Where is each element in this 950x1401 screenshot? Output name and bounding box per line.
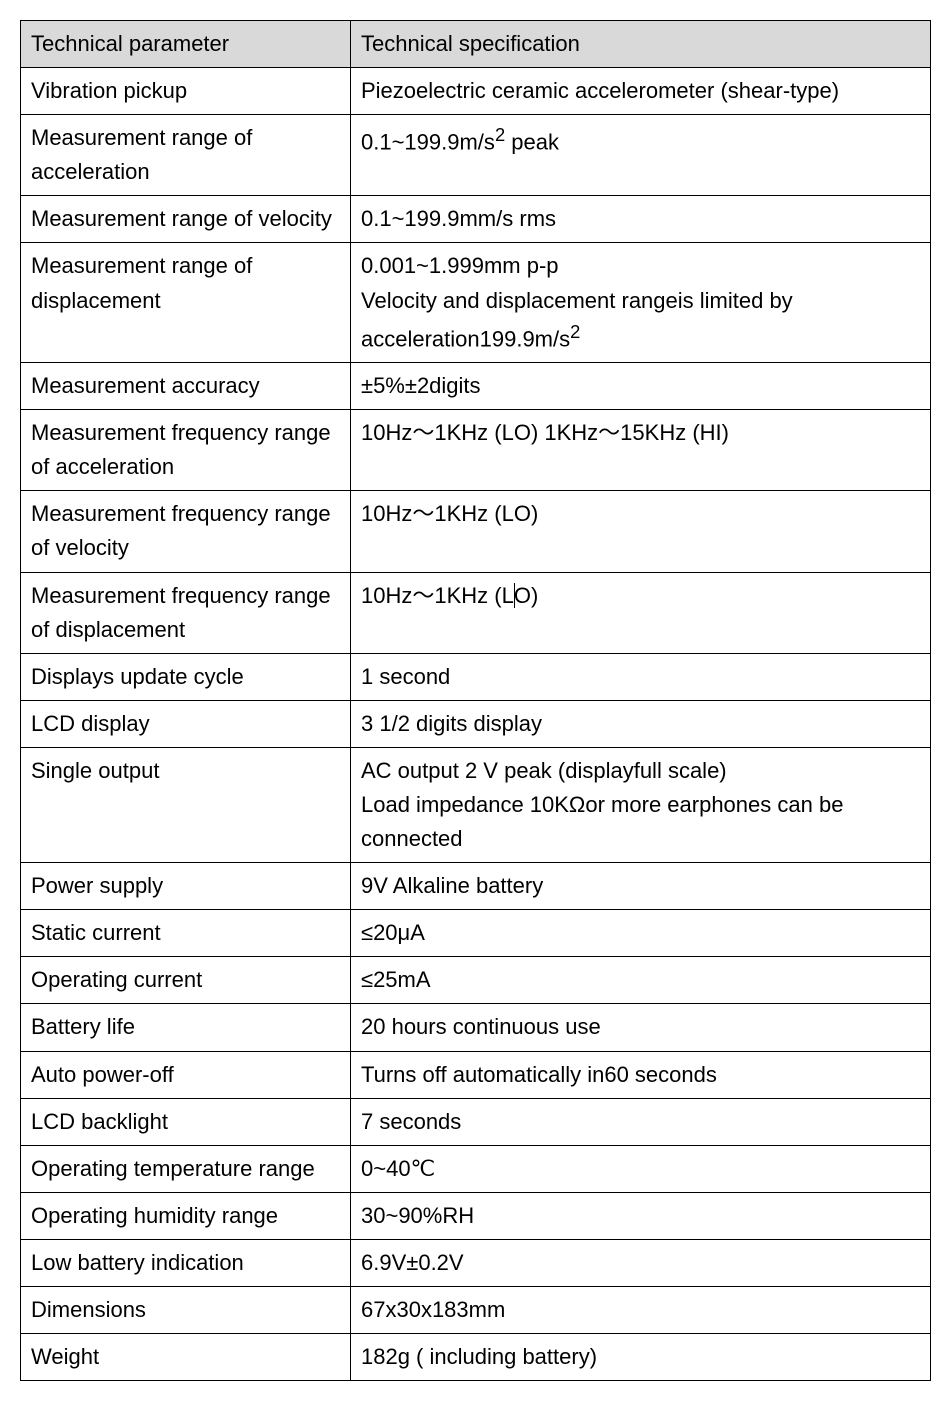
table-row: Measurement range of displacement0.001~1… bbox=[21, 243, 931, 363]
cell-parameter: LCD backlight bbox=[21, 1098, 351, 1145]
table-row: Vibration pickupPiezoelectric ceramic ac… bbox=[21, 68, 931, 115]
table-row: Weight182g ( including battery) bbox=[21, 1334, 931, 1381]
table-row: Measurement range of velocity0.1~199.9mm… bbox=[21, 196, 931, 243]
cell-parameter: Vibration pickup bbox=[21, 68, 351, 115]
table-row: Auto power-offTurns off automatically in… bbox=[21, 1051, 931, 1098]
cell-specification: 9V Alkaline battery bbox=[351, 863, 931, 910]
cell-specification: 67x30x183mm bbox=[351, 1287, 931, 1334]
cell-specification: 20 hours continuous use bbox=[351, 1004, 931, 1051]
table-row: Battery life20 hours continuous use bbox=[21, 1004, 931, 1051]
cell-specification: 0.1~199.9mm/s rms bbox=[351, 196, 931, 243]
cell-parameter: Measurement range of velocity bbox=[21, 196, 351, 243]
spec-table: Technical parameter Technical specificat… bbox=[20, 20, 931, 1381]
cell-parameter: Operating humidity range bbox=[21, 1192, 351, 1239]
cell-specification: 1 second bbox=[351, 653, 931, 700]
cell-parameter: Power supply bbox=[21, 863, 351, 910]
cell-parameter: Weight bbox=[21, 1334, 351, 1381]
cell-parameter: Displays update cycle bbox=[21, 653, 351, 700]
table-row: Displays update cycle1 second bbox=[21, 653, 931, 700]
cell-specification: 0.1~199.9m/s2 peak bbox=[351, 115, 931, 196]
cell-specification: 10Hz～1KHz (LO) bbox=[351, 572, 931, 653]
table-row: Measurement frequency range of velocity1… bbox=[21, 491, 931, 572]
cell-parameter: Auto power-off bbox=[21, 1051, 351, 1098]
table-row: Measurement frequency range of displacem… bbox=[21, 572, 931, 653]
cell-parameter: Measurement frequency range of accelerat… bbox=[21, 410, 351, 491]
cell-specification: 10Hz～1KHz (LO) 1KHz～15KHz (HI) bbox=[351, 410, 931, 491]
cell-specification: 0~40℃ bbox=[351, 1145, 931, 1192]
cell-specification: 6.9V±0.2V bbox=[351, 1239, 931, 1286]
cell-specification: ≤20μA bbox=[351, 910, 931, 957]
table-row: Operating temperature range0~40℃ bbox=[21, 1145, 931, 1192]
table-row: Measurement frequency range of accelerat… bbox=[21, 410, 931, 491]
cell-specification: ≤25mA bbox=[351, 957, 931, 1004]
table-row: Static current≤20μA bbox=[21, 910, 931, 957]
cell-parameter: Single output bbox=[21, 747, 351, 862]
table-row: LCD backlight7 seconds bbox=[21, 1098, 931, 1145]
table-row: Operating humidity range30~90%RH bbox=[21, 1192, 931, 1239]
cell-parameter: Measurement range of displacement bbox=[21, 243, 351, 363]
header-parameter: Technical parameter bbox=[21, 21, 351, 68]
cell-parameter: Measurement frequency range of displacem… bbox=[21, 572, 351, 653]
cell-parameter: Static current bbox=[21, 910, 351, 957]
table-row: Measurement accuracy±5%±2digits bbox=[21, 363, 931, 410]
cell-specification: 182g ( including battery) bbox=[351, 1334, 931, 1381]
table-row: Operating current≤25mA bbox=[21, 957, 931, 1004]
cell-specification: AC output 2 V peak (displayfull scale)Lo… bbox=[351, 747, 931, 862]
cell-specification: Turns off automatically in60 seconds bbox=[351, 1051, 931, 1098]
table-row: Low battery indication6.9V±0.2V bbox=[21, 1239, 931, 1286]
cell-specification: 30~90%RH bbox=[351, 1192, 931, 1239]
cell-parameter: LCD display bbox=[21, 700, 351, 747]
cell-specification: 0.001~1.999mm p-pVelocity and displaceme… bbox=[351, 243, 931, 363]
cell-parameter: Low battery indication bbox=[21, 1239, 351, 1286]
table-row: Power supply9V Alkaline battery bbox=[21, 863, 931, 910]
cell-specification: 7 seconds bbox=[351, 1098, 931, 1145]
cell-specification: ±5%±2digits bbox=[351, 363, 931, 410]
cell-specification: 3 1/2 digits display bbox=[351, 700, 931, 747]
table-row: Dimensions67x30x183mm bbox=[21, 1287, 931, 1334]
cell-parameter: Measurement accuracy bbox=[21, 363, 351, 410]
table-row: LCD display3 1/2 digits display bbox=[21, 700, 931, 747]
table-header-row: Technical parameter Technical specificat… bbox=[21, 21, 931, 68]
cell-parameter: Measurement range of acceleration bbox=[21, 115, 351, 196]
table-row: Measurement range of acceleration0.1~199… bbox=[21, 115, 931, 196]
cell-parameter: Measurement frequency range of velocity bbox=[21, 491, 351, 572]
cell-parameter: Operating current bbox=[21, 957, 351, 1004]
table-row: Single outputAC output 2 V peak (display… bbox=[21, 747, 931, 862]
cell-parameter: Dimensions bbox=[21, 1287, 351, 1334]
cell-specification: 10Hz～1KHz (LO) bbox=[351, 491, 931, 572]
header-specification: Technical specification bbox=[351, 21, 931, 68]
cell-parameter: Battery life bbox=[21, 1004, 351, 1051]
cell-specification: Piezoelectric ceramic accelerometer (she… bbox=[351, 68, 931, 115]
cell-parameter: Operating temperature range bbox=[21, 1145, 351, 1192]
